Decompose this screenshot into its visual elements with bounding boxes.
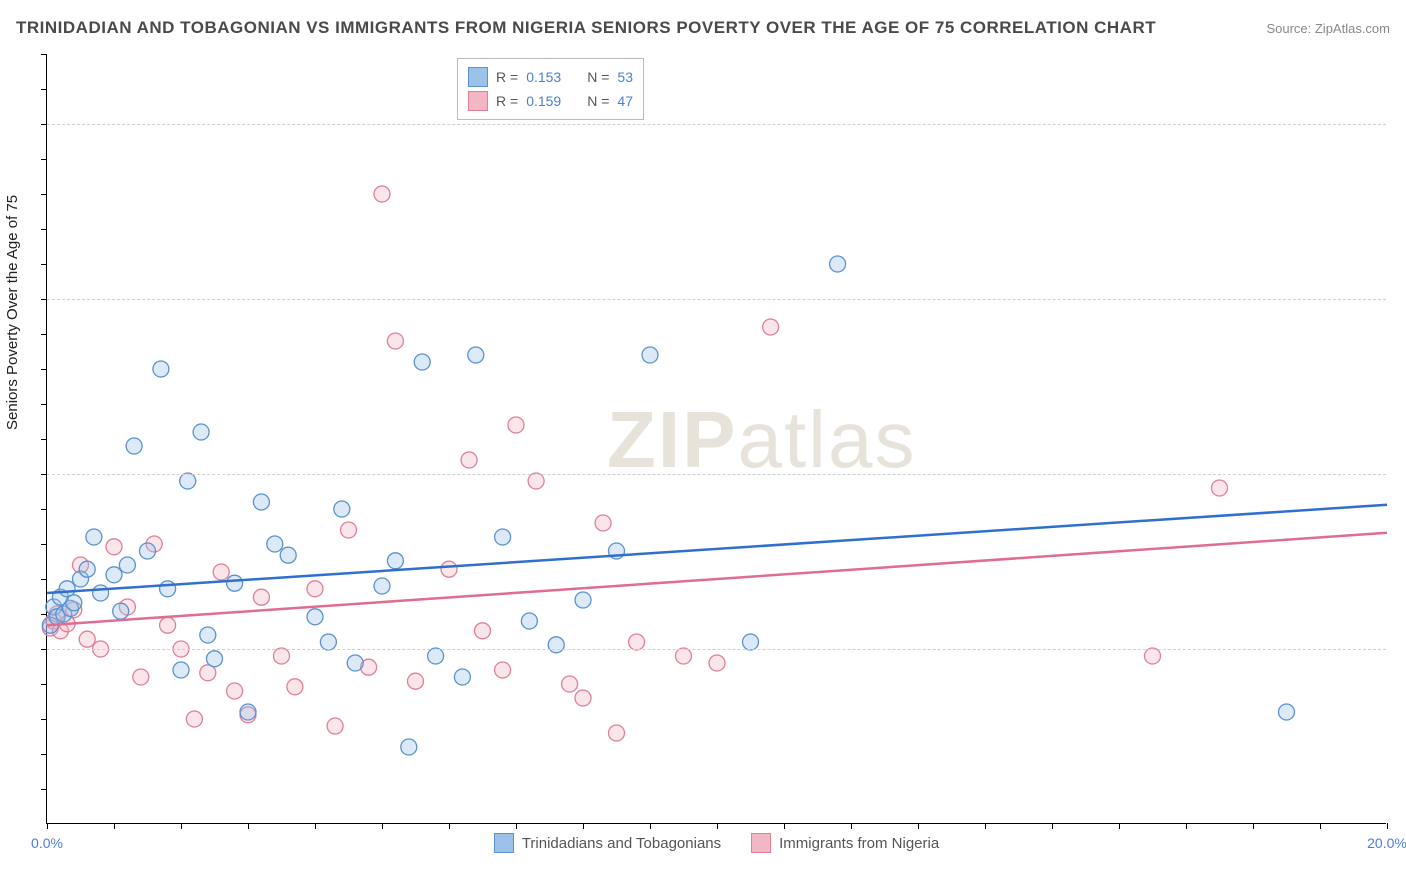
n-label: N =	[587, 69, 609, 85]
y-tick-label: 25.0%	[1394, 466, 1406, 482]
r-value-a: 0.153	[526, 69, 561, 85]
y-tick-label: 50.0%	[1394, 116, 1406, 132]
y-axis-title: Seniors Poverty Over the Age of 75	[4, 195, 21, 430]
x-tick-label: 0.0%	[31, 835, 63, 851]
n-label: N =	[587, 93, 609, 109]
chart-title: TRINIDADIAN AND TOBAGONIAN VS IMMIGRANTS…	[16, 18, 1156, 38]
r-label: R =	[496, 93, 518, 109]
legend-item-b: Immigrants from Nigeria	[751, 833, 939, 853]
source-name: ZipAtlas.com	[1315, 21, 1390, 36]
legend-item-a: Trinidadians and Tobagonians	[494, 833, 721, 853]
legend-label-b: Immigrants from Nigeria	[779, 835, 939, 852]
swatch-series-b-icon	[751, 833, 771, 853]
legend-row-a: R = 0.153 N = 53	[468, 65, 633, 89]
legend-row-b: R = 0.159 N = 47	[468, 89, 633, 113]
chart-svg-layer	[47, 54, 1386, 823]
source-prefix: Source:	[1266, 21, 1314, 36]
chart-plot-area: ZIPatlas R = 0.153 N = 53 R = 0.159 N = …	[46, 54, 1386, 824]
r-label: R =	[496, 69, 518, 85]
correlation-legend: R = 0.153 N = 53 R = 0.159 N = 47	[457, 58, 644, 120]
x-tick-label: 20.0%	[1367, 835, 1406, 851]
series-legend: Trinidadians and Tobagonians Immigrants …	[47, 833, 1386, 853]
n-value-b: 47	[617, 93, 633, 109]
r-value-b: 0.159	[526, 93, 561, 109]
swatch-series-b-icon	[468, 91, 488, 111]
n-value-a: 53	[617, 69, 633, 85]
swatch-series-a-icon	[494, 833, 514, 853]
source-label: Source: ZipAtlas.com	[1266, 21, 1390, 36]
y-tick-label: 37.5%	[1394, 291, 1406, 307]
swatch-series-a-icon	[468, 67, 488, 87]
legend-label-a: Trinidadians and Tobagonians	[522, 835, 721, 852]
y-tick-label: 12.5%	[1394, 641, 1406, 657]
